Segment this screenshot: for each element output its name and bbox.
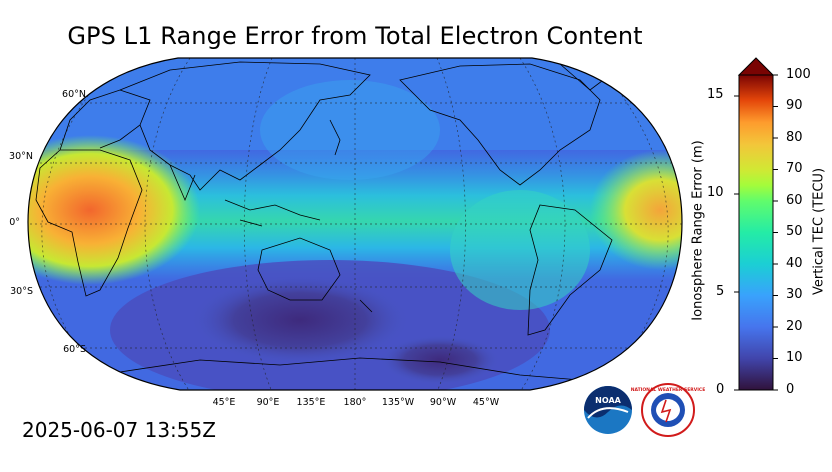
lon-label-45e: 45°E <box>212 397 236 408</box>
svg-text:NOAA: NOAA <box>595 396 621 405</box>
range-error-axis-label: Ionosphere Range Error (m) <box>690 140 706 321</box>
lat-label-eq: 0° <box>9 217 20 228</box>
range-tick-5: 5 <box>716 284 725 299</box>
range-tick-15: 15 <box>707 87 724 102</box>
lat-label-60n: 60°N <box>62 89 86 100</box>
lat-label-30n: 30°N <box>9 151 33 162</box>
tecu-tick-60: 60 <box>786 193 803 208</box>
tecu-tick-80: 80 <box>786 130 803 145</box>
tecu-tick-10: 10 <box>786 350 803 365</box>
lon-label-90w: 90°W <box>429 397 457 408</box>
lat-label-30s: 30°S <box>10 286 33 297</box>
noaa-logo: NOAA <box>582 384 634 436</box>
lon-label-90e: 90°E <box>256 397 280 408</box>
coastlines <box>35 61 613 381</box>
map-title: GPS L1 Range Error from Total Electron C… <box>67 22 643 50</box>
lon-label-135e: 135°E <box>296 397 326 408</box>
tecu-tick-0: 0 <box>786 382 795 397</box>
tecu-tick-20: 20 <box>786 319 803 334</box>
tecu-tick-50: 50 <box>786 224 803 239</box>
lon-label-45w: 45°W <box>472 397 500 408</box>
timestamp: 2025-06-07 13:55Z <box>22 418 216 442</box>
tecu-tick-100: 100 <box>786 67 811 82</box>
tecu-tick-70: 70 <box>786 161 803 176</box>
lon-label-135w: 135°W <box>381 397 415 408</box>
range-tick-10: 10 <box>707 185 724 200</box>
range-tick-0: 0 <box>716 382 725 397</box>
lon-label-180: 180° <box>343 397 367 408</box>
tec-field <box>28 58 682 390</box>
colorbar <box>734 57 778 391</box>
globe-outline <box>27 57 683 391</box>
colorbar-right-ticks <box>773 74 778 391</box>
tecu-axis-label: Vertical TEC (TECU) <box>811 167 827 296</box>
tecu-tick-30: 30 <box>786 287 803 302</box>
colorbar-left-ticks <box>734 95 739 391</box>
tecu-tick-90: 90 <box>786 98 803 113</box>
lat-label-60s: 60°S <box>63 344 86 355</box>
nws-logo: NATIONAL WEATHER SERVICE <box>631 383 706 437</box>
tecu-tick-40: 40 <box>786 256 803 271</box>
nws-logo-text: NATIONAL WEATHER SERVICE <box>631 387 706 393</box>
